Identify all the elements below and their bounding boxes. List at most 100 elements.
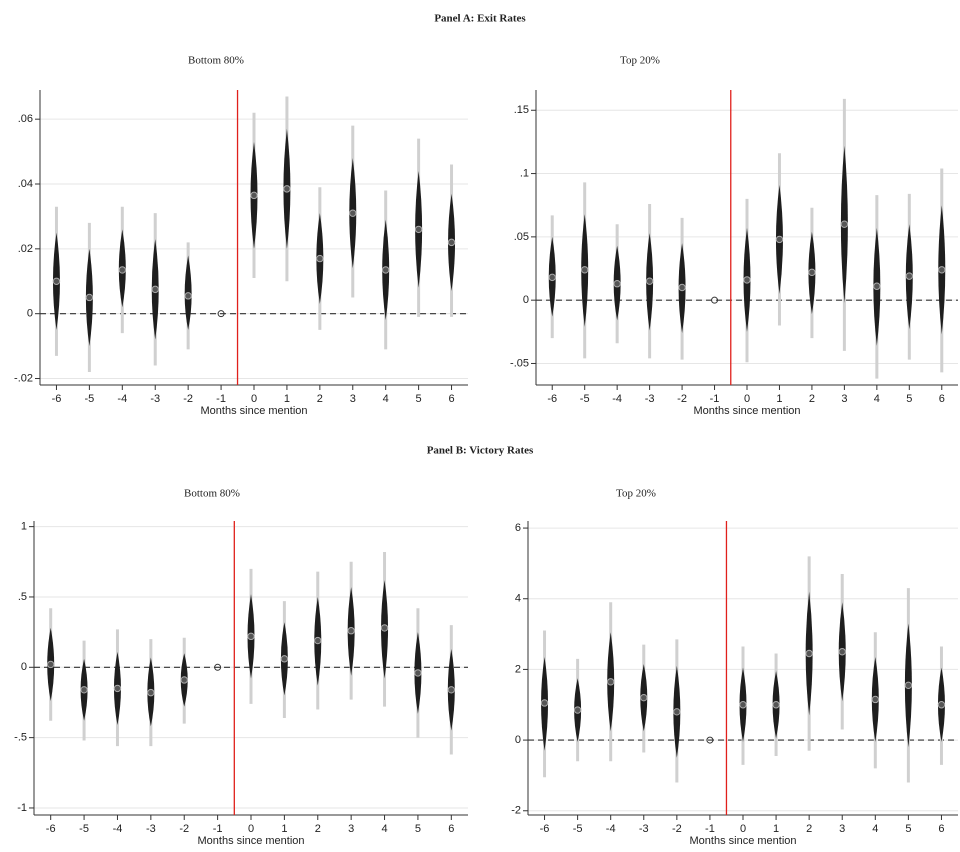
chart-title: Bottom 80%	[184, 488, 240, 500]
point-estimate	[739, 701, 747, 709]
point-estimate	[678, 283, 686, 292]
point-estimate	[871, 695, 880, 704]
x-tick-label: -3	[639, 823, 649, 835]
x-tick-label: 1	[776, 393, 782, 405]
x-tick-label: 5	[906, 393, 912, 405]
x-tick-label: 4	[383, 393, 389, 405]
point-estimate	[414, 669, 422, 677]
x-tick-label: 3	[841, 393, 847, 405]
point-estimate	[85, 293, 94, 302]
y-tick-label: -2	[511, 805, 521, 817]
x-tick-label: 6	[938, 823, 944, 835]
y-tick-label: .15	[514, 104, 529, 116]
x-tick-label: 0	[740, 823, 746, 835]
x-tick-label: 2	[315, 823, 321, 835]
point-estimate	[548, 273, 556, 282]
reference-point	[214, 663, 222, 671]
point-estimate	[772, 701, 780, 709]
point-estimate	[381, 266, 390, 274]
point-estimate	[606, 678, 615, 686]
point-estimate	[673, 708, 681, 716]
x-tick-label: -6	[52, 393, 62, 405]
x-tick-label: -5	[580, 393, 590, 405]
x-tick-label: -4	[113, 823, 123, 835]
x-tick-label: 2	[809, 393, 815, 405]
y-tick-label: -.02	[14, 372, 33, 384]
reference-point	[711, 296, 719, 304]
x-tick-label: 6	[448, 823, 454, 835]
chart-title: Bottom 80%	[188, 55, 244, 67]
y-tick-label: -1	[17, 802, 27, 814]
y-tick-label: 0	[523, 294, 529, 306]
point-estimate	[905, 272, 914, 280]
y-tick-label: 0	[515, 734, 521, 746]
x-tick-label: -4	[612, 393, 622, 405]
point-estimate	[640, 693, 648, 702]
reference-point	[706, 736, 714, 744]
x-tick-label: 1	[281, 823, 287, 835]
x-tick-label: 3	[348, 823, 354, 835]
x-tick-label: -5	[79, 823, 89, 835]
x-tick-label: 1	[773, 823, 779, 835]
point-estimate	[414, 225, 423, 234]
x-tick-label: 2	[317, 393, 323, 405]
point-estimate	[447, 238, 456, 247]
point-estimate	[938, 266, 946, 274]
point-estimate	[118, 266, 127, 274]
point-estimate	[113, 684, 122, 693]
x-tick-label: -1	[705, 823, 715, 835]
x-tick-label: 5	[905, 823, 911, 835]
point-estimate	[147, 688, 155, 697]
point-estimate	[613, 280, 621, 288]
y-tick-label: 0	[21, 661, 27, 673]
x-tick-label: -1	[710, 393, 720, 405]
point-estimate	[247, 632, 255, 641]
panel-title: Panel B: Victory Rates	[427, 445, 534, 457]
point-estimate	[838, 648, 846, 656]
point-estimate	[937, 701, 946, 709]
y-tick-label: 4	[515, 593, 521, 605]
point-estimate	[904, 681, 913, 690]
x-axis-label: Months since mention	[201, 405, 308, 417]
x-tick-label: -2	[672, 823, 682, 835]
x-tick-label: -6	[547, 393, 557, 405]
chart-title: Top 20%	[620, 55, 660, 67]
x-tick-label: -2	[183, 393, 193, 405]
estimates	[540, 556, 946, 783]
x-axis-label: Months since mention	[690, 835, 797, 847]
point-estimate	[840, 220, 849, 228]
estimates	[46, 551, 456, 755]
point-estimate	[283, 185, 291, 193]
x-tick-label: 4	[874, 393, 880, 405]
x-tick-label: 5	[416, 393, 422, 405]
panel-title: Panel A: Exit Rates	[434, 13, 526, 25]
x-tick-label: -5	[84, 393, 94, 405]
point-estimate	[316, 254, 324, 263]
y-tick-label: .04	[18, 178, 33, 190]
x-tick-label: -2	[677, 393, 687, 405]
x-tick-label: 0	[251, 393, 257, 405]
point-estimate	[380, 624, 389, 632]
x-tick-label: -6	[540, 823, 550, 835]
x-tick-label: 1	[284, 393, 290, 405]
point-estimate	[184, 292, 192, 300]
x-tick-label: -2	[179, 823, 189, 835]
chart-title: Top 20%	[616, 488, 656, 500]
point-estimate	[314, 636, 322, 645]
y-tick-label: -.05	[510, 357, 529, 369]
x-tick-label: 2	[806, 823, 812, 835]
x-tick-label: -3	[146, 823, 156, 835]
y-tick-label: .05	[514, 231, 529, 243]
y-tick-label: .1	[520, 167, 529, 179]
point-estimate	[805, 649, 813, 658]
point-estimate	[180, 676, 188, 684]
point-estimate	[775, 235, 784, 244]
point-estimate	[250, 191, 258, 200]
x-tick-label: -3	[150, 393, 160, 405]
estimates	[548, 98, 946, 379]
x-tick-label: 5	[415, 823, 421, 835]
x-tick-label: -1	[216, 393, 226, 405]
x-tick-label: -5	[573, 823, 583, 835]
point-estimate	[46, 660, 55, 669]
x-tick-label: 0	[248, 823, 254, 835]
